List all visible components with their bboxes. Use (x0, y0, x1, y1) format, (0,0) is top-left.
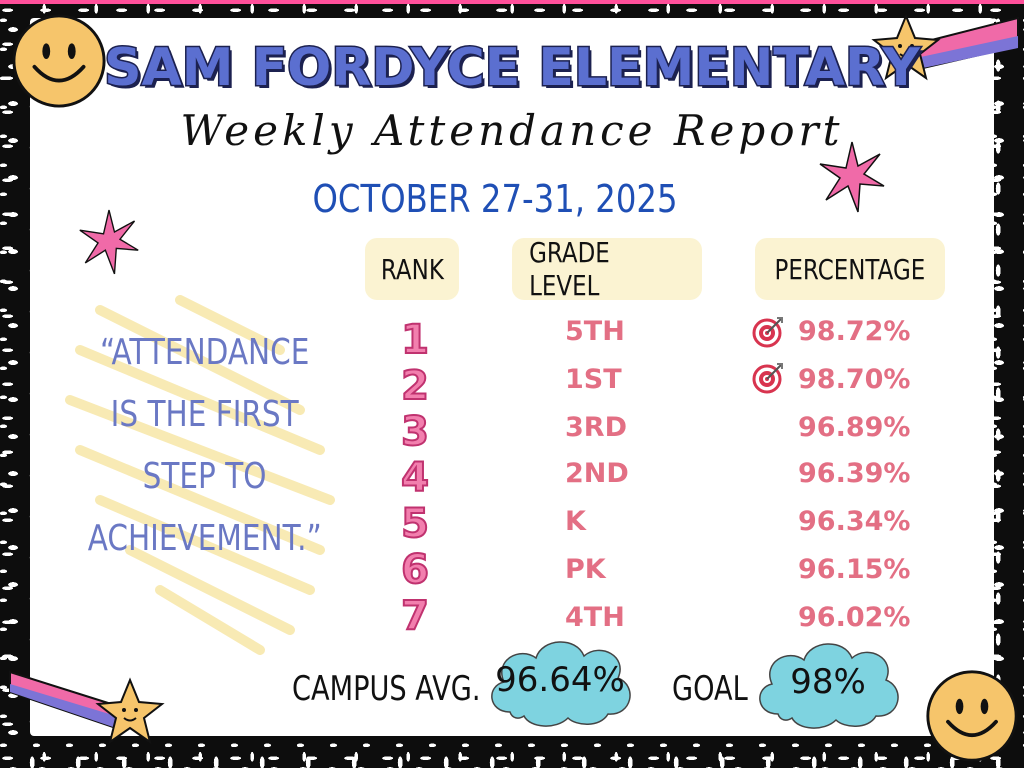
campus-average-label: CAMPUS AVG. (292, 672, 528, 706)
column-header-rank: RANK (365, 238, 459, 300)
column-header-label: PERCENTAGE (774, 252, 926, 286)
goal-cloud: 98% (748, 632, 908, 732)
grade-level: 1ST (565, 364, 622, 395)
grade-level: PK (565, 554, 606, 585)
attendance-percentage: 96.34% (798, 506, 911, 537)
target-icon (752, 363, 783, 394)
content-panel (30, 18, 994, 736)
campus-average-label-text: CAMPUS AVG. (292, 669, 481, 709)
goal-value: 98% (790, 662, 866, 702)
rank-number: 1 (400, 317, 430, 363)
cloud-shape (759, 643, 899, 729)
column-header-label: GRADE LEVEL (529, 236, 610, 302)
column-header-percentage: PERCENTAGE (755, 238, 945, 300)
grade-level: 4TH (565, 602, 625, 633)
rank-number: 5 (400, 501, 430, 547)
goal-label: GOAL (672, 672, 767, 706)
cloud-shape (491, 641, 631, 727)
report-subtitle: Weekly Attendance Report (180, 106, 844, 155)
attendance-percentage: 96.89% (798, 412, 911, 443)
shooting-star-icon (871, 13, 1019, 81)
smiley-face-icon (12, 14, 106, 108)
campus-average-value: 96.64% (495, 660, 625, 700)
attendance-percentage: 98.70% (798, 364, 911, 395)
attendance-percentage: 96.15% (798, 554, 911, 585)
goal-label-text: GOAL (672, 669, 748, 709)
quote-line: IS THE FIRST (110, 394, 300, 435)
attendance-percentage: 96.02% (798, 602, 911, 633)
top-accent-line (0, 0, 1024, 4)
rank-number: 7 (400, 593, 430, 639)
attendance-percentage: 98.72% (798, 316, 911, 347)
quote-line: “ATTENDANCE (100, 332, 310, 373)
target-icon (752, 317, 783, 348)
attendance-quote: “ATTENDANCE IS THE FIRST STEP TO ACHIEVE… (60, 322, 350, 570)
grade-level: 3RD (565, 412, 627, 443)
column-header-grade-level: GRADE LEVEL (512, 236, 702, 302)
report-dates: OCTOBER 27-31, 2025 (312, 177, 678, 221)
attendance-percentage: 96.39% (798, 458, 911, 489)
sparkle-star-icon (819, 141, 885, 213)
quote-line: ACHIEVEMENT.” (87, 518, 323, 559)
rank-number: 2 (400, 363, 430, 409)
rank-number: 4 (400, 455, 430, 501)
crayon-scribble (65, 295, 335, 655)
campus-average-cloud: 96.64% (480, 630, 640, 730)
grade-level: 5TH (565, 316, 625, 347)
grade-level: K (565, 506, 586, 537)
school-name: SAM FORDYCE ELEMENTARY (103, 38, 922, 98)
column-header-label: RANK (380, 252, 444, 286)
rank-number: 6 (400, 547, 430, 593)
sparkle-star-icon (79, 209, 139, 275)
grade-level: 2ND (565, 458, 629, 489)
smiley-face-icon (926, 670, 1018, 762)
rank-number: 3 (400, 409, 430, 455)
shooting-star-icon (9, 670, 165, 745)
quote-line: STEP TO (143, 456, 267, 497)
